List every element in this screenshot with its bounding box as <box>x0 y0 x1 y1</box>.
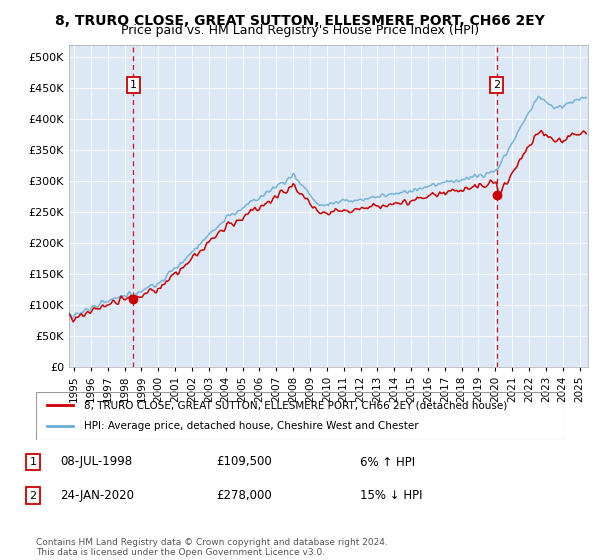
Text: 1: 1 <box>130 80 137 90</box>
Text: 24-JAN-2020: 24-JAN-2020 <box>60 489 134 502</box>
Text: 6% ↑ HPI: 6% ↑ HPI <box>360 455 415 469</box>
Text: Contains HM Land Registry data © Crown copyright and database right 2024.
This d: Contains HM Land Registry data © Crown c… <box>36 538 388 557</box>
Text: 08-JUL-1998: 08-JUL-1998 <box>60 455 132 469</box>
Text: 15% ↓ HPI: 15% ↓ HPI <box>360 489 422 502</box>
Text: £109,500: £109,500 <box>216 455 272 469</box>
Text: Price paid vs. HM Land Registry's House Price Index (HPI): Price paid vs. HM Land Registry's House … <box>121 24 479 37</box>
Text: £278,000: £278,000 <box>216 489 272 502</box>
Text: 1: 1 <box>29 457 37 467</box>
Text: 8, TRURO CLOSE, GREAT SUTTON, ELLESMERE PORT, CH66 2EY: 8, TRURO CLOSE, GREAT SUTTON, ELLESMERE … <box>55 14 545 28</box>
Text: 8, TRURO CLOSE, GREAT SUTTON, ELLESMERE PORT, CH66 2EY (detached house): 8, TRURO CLOSE, GREAT SUTTON, ELLESMERE … <box>83 400 507 410</box>
Text: 2: 2 <box>493 80 500 90</box>
Text: HPI: Average price, detached house, Cheshire West and Chester: HPI: Average price, detached house, Ches… <box>83 421 418 431</box>
Text: 2: 2 <box>29 491 37 501</box>
